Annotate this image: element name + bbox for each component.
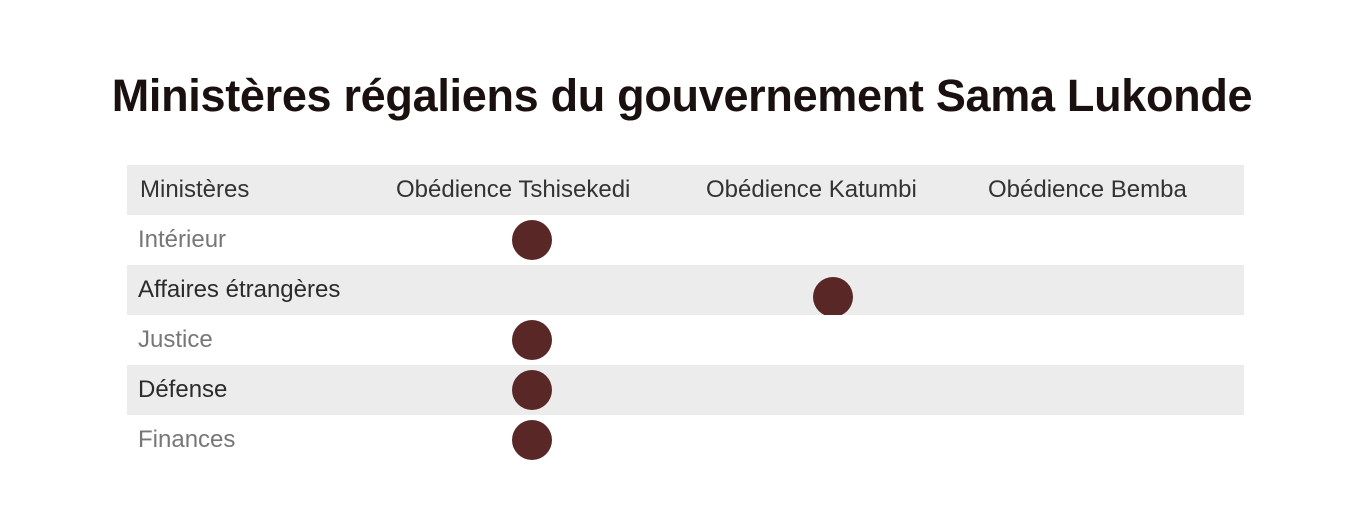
column-header-tshisekedi: Obédience Tshisekedi xyxy=(384,165,694,215)
cell-bemba xyxy=(976,315,1244,365)
cell-tshisekedi xyxy=(384,265,694,315)
cell-katumbi xyxy=(694,265,976,317)
ministry-name: Intérieur xyxy=(127,215,384,265)
ministry-name: Défense xyxy=(127,365,384,415)
cell-katumbi xyxy=(694,215,976,265)
affiliation-marker xyxy=(512,420,552,460)
column-header-bemba: Obédience Bemba xyxy=(976,165,1244,215)
cell-tshisekedi xyxy=(384,315,694,365)
page-title: Ministères régaliens du gouvernement Sam… xyxy=(111,70,1253,121)
cell-katumbi xyxy=(694,415,976,465)
ministry-name: Affaires étrangères xyxy=(127,265,384,315)
ministry-name: Finances xyxy=(127,415,384,465)
ministries-table: Ministères Obédience Tshisekedi Obédienc… xyxy=(127,165,1244,465)
cell-bemba xyxy=(976,265,1244,315)
cell-bemba xyxy=(976,415,1244,465)
cell-katumbi xyxy=(694,365,976,415)
affiliation-marker xyxy=(512,370,552,410)
column-header-ministeres: Ministères xyxy=(127,165,384,215)
affiliation-marker xyxy=(813,277,853,317)
cell-katumbi xyxy=(694,315,976,365)
table-row: Défense xyxy=(127,365,1244,415)
table-row: Affaires étrangères xyxy=(127,265,1244,317)
cell-tshisekedi xyxy=(384,365,694,415)
ministry-name: Justice xyxy=(127,315,384,365)
affiliation-marker xyxy=(512,220,552,260)
cell-tshisekedi xyxy=(384,215,694,265)
cell-tshisekedi xyxy=(384,415,694,465)
table-header-row: Ministères Obédience Tshisekedi Obédienc… xyxy=(127,165,1244,215)
table-row: Justice xyxy=(127,315,1244,365)
cell-bemba xyxy=(976,365,1244,415)
table-row: Intérieur xyxy=(127,215,1244,265)
table-row: Finances xyxy=(127,415,1244,465)
affiliation-marker xyxy=(512,320,552,360)
column-header-katumbi: Obédience Katumbi xyxy=(694,165,976,215)
cell-bemba xyxy=(976,215,1244,265)
